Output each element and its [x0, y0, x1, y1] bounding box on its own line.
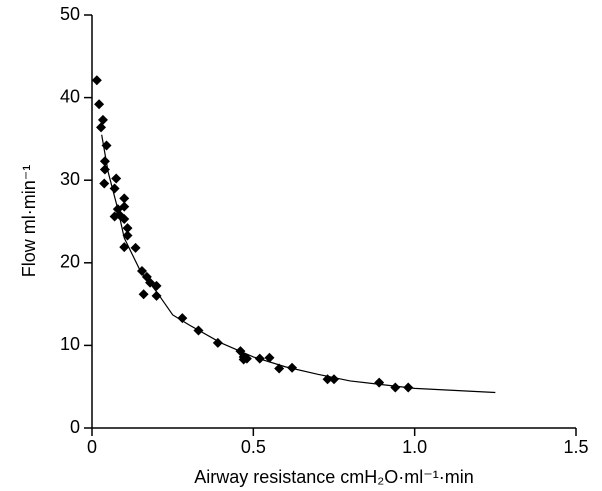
- point: [119, 242, 130, 253]
- point: [287, 362, 298, 373]
- point: [151, 290, 162, 301]
- point: [264, 352, 275, 363]
- point: [130, 242, 141, 253]
- y-axis-label: Flow ml·min⁻¹: [19, 165, 39, 278]
- point: [212, 337, 223, 348]
- point: [119, 214, 130, 225]
- x-tick-label: 1.5: [563, 437, 588, 457]
- point: [329, 374, 339, 385]
- x-tick-label: 0: [87, 437, 97, 457]
- point: [374, 377, 385, 388]
- y-tick-label: 0: [70, 417, 80, 437]
- y-tick-label: 40: [60, 86, 80, 106]
- y-tick-label: 10: [60, 334, 80, 354]
- x-tick-label: 1.0: [402, 437, 427, 457]
- point: [122, 223, 133, 234]
- fit-line: [101, 134, 496, 394]
- y-tick-label: 50: [60, 4, 80, 24]
- x-tick-label: 0.5: [241, 437, 266, 457]
- point: [390, 382, 401, 393]
- point: [177, 313, 188, 324]
- point: [241, 353, 252, 364]
- point: [99, 178, 110, 189]
- point: [91, 75, 102, 86]
- point: [111, 173, 122, 184]
- point: [96, 122, 107, 133]
- point: [122, 230, 133, 241]
- point: [138, 289, 149, 300]
- x-axis-label: Airway resistance cmH₂O·ml⁻¹·min: [194, 467, 474, 487]
- y-tick-label: 20: [60, 252, 80, 272]
- y-tick-label: 30: [60, 169, 80, 189]
- point: [97, 114, 108, 125]
- point: [99, 156, 110, 167]
- point: [119, 193, 130, 204]
- point: [94, 99, 105, 110]
